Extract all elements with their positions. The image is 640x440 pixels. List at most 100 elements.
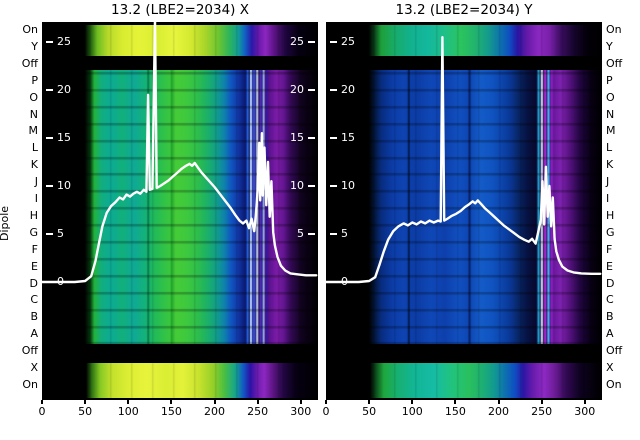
row-label-right: E	[606, 259, 613, 273]
row-label-right: A	[606, 327, 614, 341]
row-label-left: M	[28, 124, 39, 138]
x-tick-mark	[368, 400, 371, 404]
y-tick-mark	[330, 137, 337, 139]
x-tick-label: 300	[574, 405, 596, 418]
row-label-left: B	[30, 310, 38, 324]
row-label-right: I	[606, 192, 610, 206]
y-tick-mark	[46, 41, 53, 43]
row-label-left: Y	[31, 39, 38, 53]
row-label-right: M	[606, 124, 616, 138]
y-tick-mark	[330, 233, 337, 235]
row-label-right: J	[606, 175, 610, 189]
x-tick-mark	[325, 400, 327, 404]
y-tick-label-right: 10	[290, 179, 315, 193]
y-tick-mark	[308, 89, 315, 91]
x-tick-label: 100	[117, 405, 139, 418]
y-tick-label-left: 20	[330, 83, 355, 97]
row-label-right: C	[606, 293, 614, 307]
row-label-right: P	[606, 73, 613, 87]
heatmap-region-top_strip	[42, 25, 318, 56]
y-tick-mark	[308, 233, 315, 235]
y-tick-label-left: 10	[330, 179, 355, 193]
x-tick-label: 0	[322, 405, 330, 418]
row-label-right: G	[606, 225, 615, 239]
x-tick-mark	[41, 400, 43, 404]
row-label-right: On	[606, 378, 622, 391]
x-tick-mark	[454, 400, 457, 404]
x-tick-mark	[411, 400, 414, 404]
y-tick-label-left: 0	[330, 275, 348, 289]
y-tick-label-left: 20	[46, 83, 71, 97]
row-label-left: H	[29, 208, 38, 222]
row-label-left: Off	[21, 56, 38, 70]
row-label-left: P	[31, 73, 38, 87]
x-tick-mark	[497, 400, 500, 404]
row-label-left: C	[30, 293, 38, 307]
row-label-left: On	[22, 23, 38, 36]
y-tick-mark	[46, 233, 53, 235]
y-tick-label-left: 15	[330, 131, 355, 145]
row-label-left: On	[22, 378, 38, 391]
y-tick-mark	[330, 185, 337, 187]
panel-title-y: 13.2 (LBE2=2034) Y	[395, 2, 533, 18]
x-tick-mark	[583, 400, 586, 404]
x-tick-label: 0	[38, 405, 46, 418]
row-label-left: X	[30, 361, 38, 375]
y-tick-mark	[308, 137, 315, 139]
heatmap-panel-x: 25 20 15 10 5 0 25 20 15 10 5	[42, 22, 318, 400]
y-tick-label-left: 15	[46, 131, 71, 145]
y-tick-mark	[46, 137, 53, 139]
row-label-left: E	[31, 259, 38, 273]
y-tick-label-right: 15	[290, 131, 315, 145]
y-tick-mark	[308, 41, 315, 43]
y-tick-label-right: 5	[297, 227, 315, 241]
x-tick-label: 100	[401, 405, 423, 418]
x-tick-label: 250	[247, 405, 269, 418]
row-label-left: I	[34, 192, 38, 206]
y-tick-label-left: 0	[46, 275, 64, 289]
x-tick-mark	[213, 400, 216, 404]
x-tick-mark	[84, 400, 87, 404]
y-tick-mark	[46, 185, 53, 187]
row-label-left: K	[30, 158, 38, 172]
y-tick-mark	[330, 89, 337, 91]
x-tick-mark	[540, 400, 543, 404]
x-tick-label: 50	[362, 405, 377, 418]
x-tick-mark	[299, 400, 302, 404]
y-tick-label-right: 25	[290, 35, 315, 49]
row-label-right: K	[606, 158, 614, 172]
row-label-left: A	[30, 327, 38, 341]
y-tick-mark	[46, 89, 53, 91]
row-label-left: N	[29, 107, 38, 121]
x-tick-label: 200	[204, 405, 225, 418]
row-label-right: H	[606, 208, 615, 222]
x-tick-label: 150	[160, 405, 182, 418]
row-label-right: Y	[606, 39, 613, 53]
row-label-left: F	[31, 242, 38, 256]
row-label-right: B	[606, 310, 614, 324]
y-tick-mark	[330, 281, 337, 283]
row-label-right: Off	[606, 56, 623, 70]
y-tick-label-left: 25	[46, 35, 71, 49]
x-tick-label: 150	[444, 405, 466, 418]
heatmap-region-bottom_strip	[42, 363, 318, 398]
x-tick-mark	[170, 400, 173, 404]
y-tick-mark	[46, 281, 53, 283]
row-label-right: F	[606, 242, 613, 256]
signal-x-line	[42, 22, 318, 284]
y-tick-label-left: 10	[46, 179, 71, 193]
row-label-left: J	[34, 175, 38, 189]
row-label-right: X	[606, 361, 614, 375]
row-label-left: O	[29, 90, 38, 104]
y-tick-label-left: 25	[330, 35, 355, 49]
y-tick-mark	[308, 185, 315, 187]
y-tick-label-left: 5	[46, 227, 64, 241]
x-tick-label: 200	[488, 405, 509, 418]
row-label-right: L	[606, 141, 613, 155]
row-label-right: D	[606, 276, 615, 290]
row-label-left: Off	[21, 344, 38, 358]
y-tick-label-left: 5	[330, 227, 348, 241]
row-label-right: On	[606, 23, 622, 36]
row-label-right: Off	[606, 344, 623, 358]
